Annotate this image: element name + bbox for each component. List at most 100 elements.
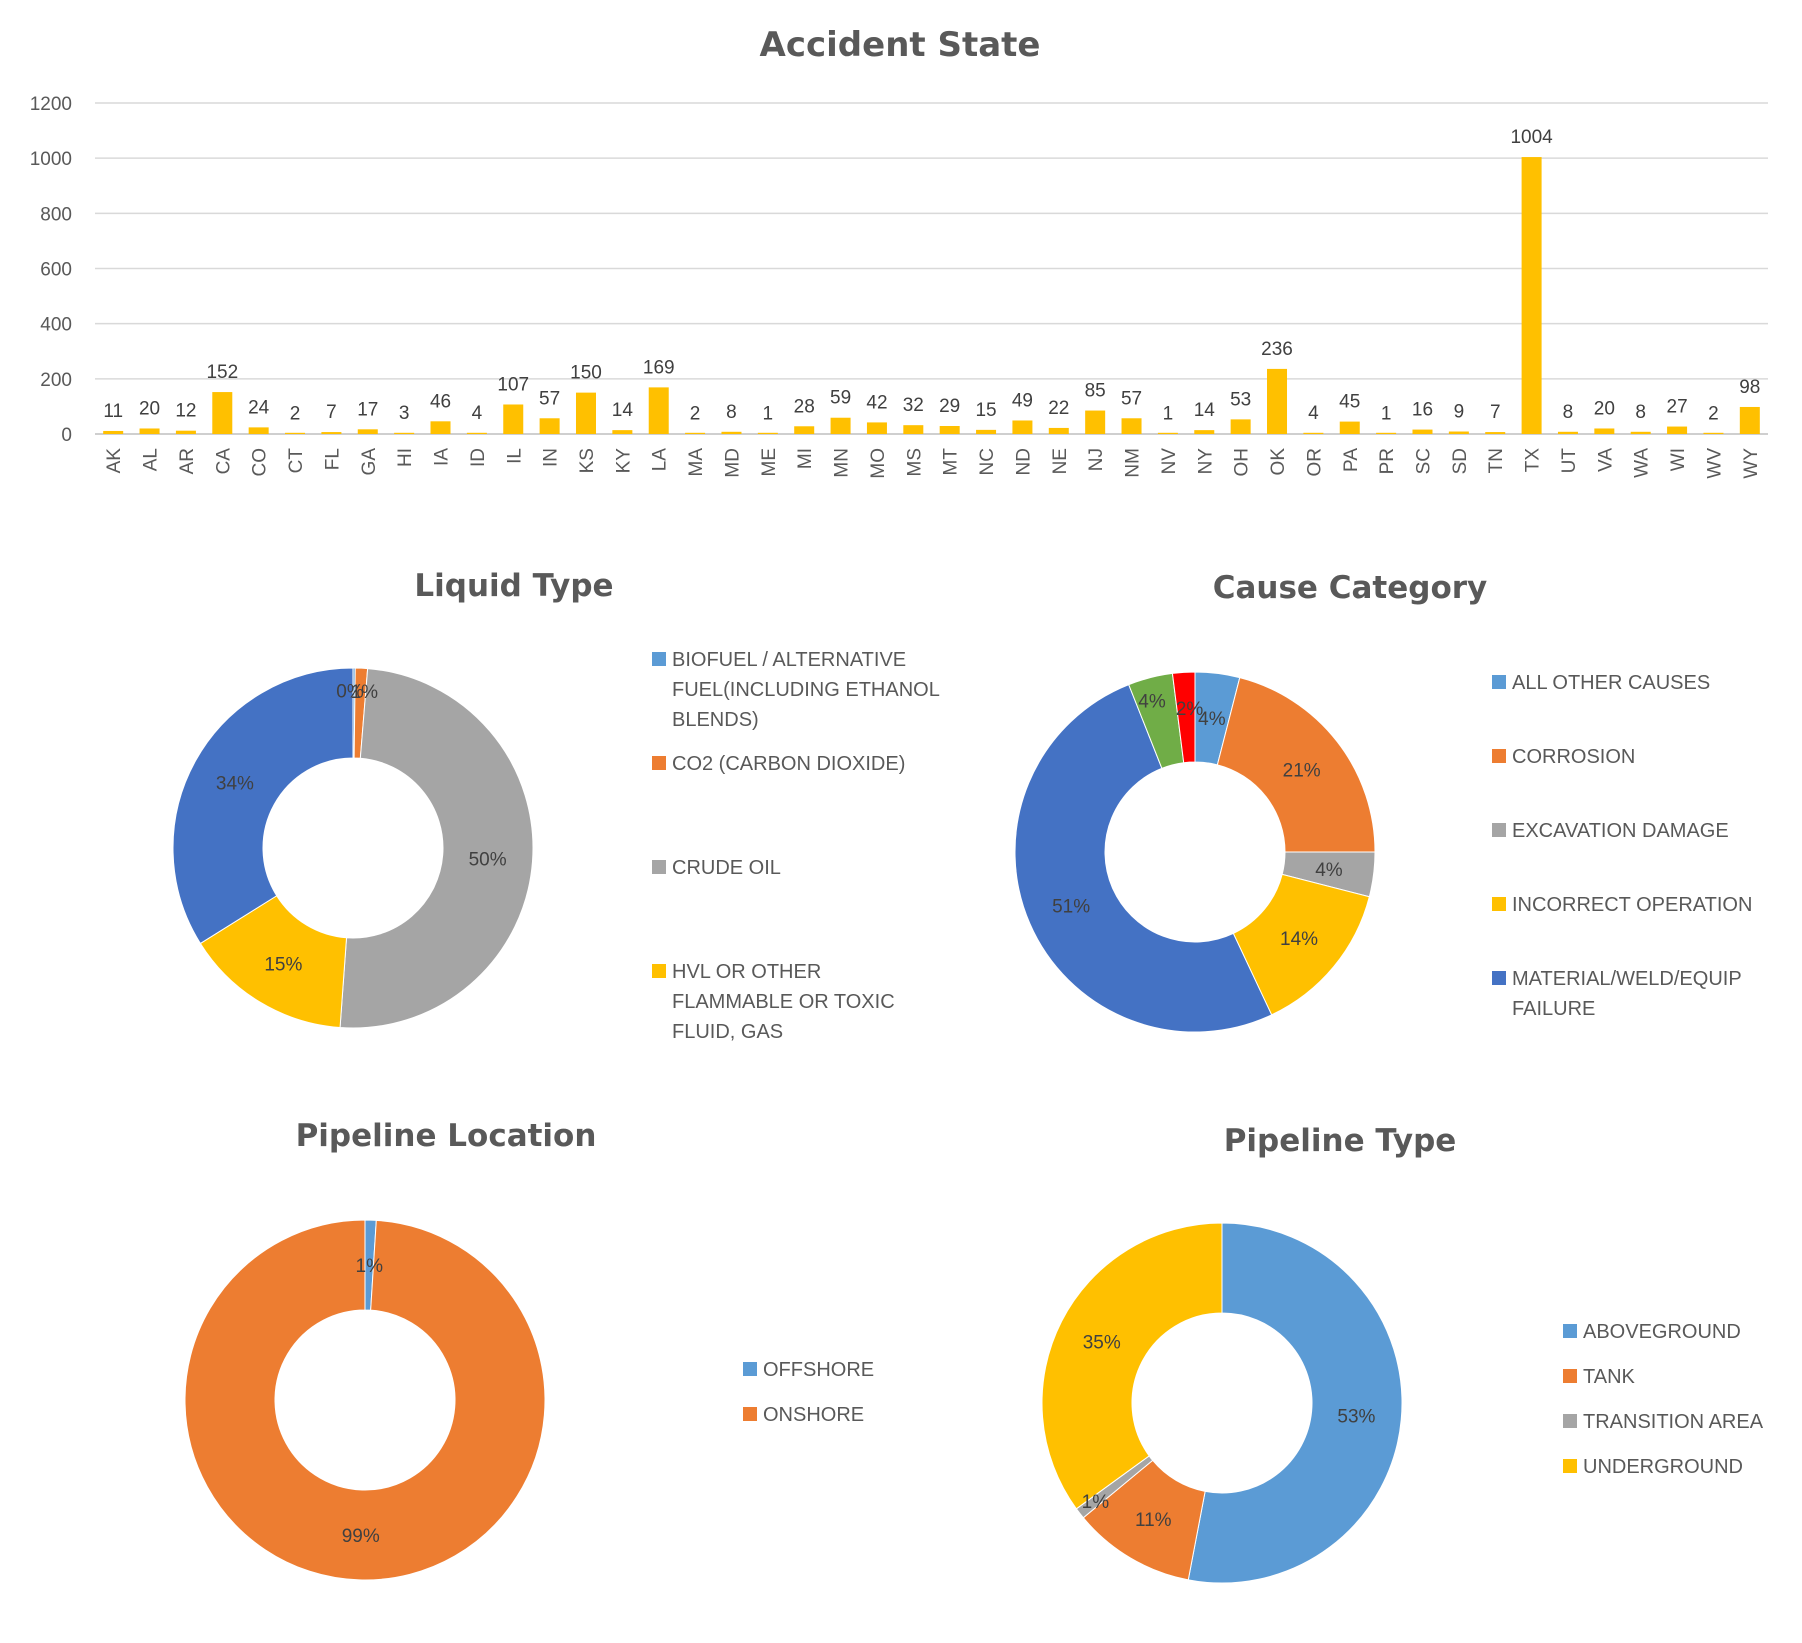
bar-ak bbox=[103, 430, 124, 434]
x-tick-sd: SD bbox=[1450, 448, 1471, 474]
x-tick-ia: IA bbox=[432, 448, 453, 466]
bar-ut bbox=[1557, 431, 1578, 434]
x-tick-ut: UT bbox=[1559, 448, 1580, 474]
pct-label-material-weld-equip-failure: 51% bbox=[1052, 897, 1090, 918]
x-tick-nm: NM bbox=[1123, 448, 1144, 478]
legend-label-hvl-or-other-flammable-or-toxic-fluid-gas: FLAMMABLE OR TOXIC bbox=[672, 991, 895, 1013]
pct-label-tank: 11% bbox=[1135, 1510, 1172, 1531]
pct-label-aboveground: 53% bbox=[1337, 1407, 1375, 1428]
x-tick-ga: GA bbox=[359, 448, 380, 476]
bar-nd bbox=[1012, 420, 1033, 434]
bar-value-nj: 85 bbox=[1085, 381, 1106, 402]
slice-crude-oil bbox=[339, 668, 534, 1029]
x-tick-pr: PR bbox=[1377, 448, 1398, 474]
bar-value-mi: 28 bbox=[794, 396, 815, 417]
pipeline-type-title: Pipeline Type bbox=[1224, 1123, 1457, 1159]
accident-state-title: Accident State bbox=[760, 25, 1041, 65]
pipeline-location-slices bbox=[184, 1219, 546, 1581]
bar-value-ca: 152 bbox=[206, 362, 238, 383]
x-tick-me: ME bbox=[759, 448, 780, 477]
bar-il bbox=[503, 404, 524, 434]
legend-label-transition-area: TRANSITION AREA bbox=[1583, 1411, 1764, 1433]
x-tick-mo: MO bbox=[868, 448, 889, 479]
bar-wi bbox=[1667, 426, 1688, 434]
bar-ok bbox=[1267, 368, 1288, 434]
bar-value-ga: 17 bbox=[357, 399, 378, 420]
bar-value-ks: 150 bbox=[570, 363, 602, 384]
bar-ca bbox=[212, 392, 233, 434]
y-tick-label: 800 bbox=[40, 204, 72, 225]
bar-value-tx: 1004 bbox=[1510, 127, 1553, 148]
bar-value-al: 20 bbox=[139, 398, 160, 419]
pipeline-type-chart: Pipeline Type 53% 11% 1% 35% ABOVEGROUND TAN… bbox=[1041, 1123, 1764, 1584]
x-tick-wv: WV bbox=[1704, 448, 1725, 479]
x-tick-oh: OH bbox=[1232, 448, 1253, 477]
cause-category-legend: ALL OTHER CAUSES CORROSION EXCAVATION DAMA… bbox=[1492, 672, 1752, 1020]
bar-wa bbox=[1630, 431, 1651, 434]
legend-swatch-offshore bbox=[743, 1362, 757, 1376]
legend-swatch-tank bbox=[1563, 1369, 1577, 1383]
bar-value-ut: 8 bbox=[1563, 402, 1574, 423]
legend-swatch-transition-area bbox=[1563, 1414, 1577, 1428]
liquid-type-title: Liquid Type bbox=[414, 568, 613, 604]
bar-value-la: 169 bbox=[643, 357, 675, 378]
x-tick-id: ID bbox=[468, 448, 489, 467]
x-tick-mt: MT bbox=[941, 448, 962, 476]
y-tick-label: 600 bbox=[40, 260, 72, 281]
x-tick-tx: TX bbox=[1523, 448, 1544, 473]
legend-label-material-weld-equip-failure: MATERIAL/WELD/EQUIP bbox=[1512, 968, 1742, 990]
bar-ga bbox=[357, 429, 378, 434]
x-tick-pa: PA bbox=[1341, 448, 1362, 472]
pipeline-location-pct-labels: 1% 99% bbox=[342, 1256, 383, 1547]
bar-ct bbox=[285, 432, 306, 434]
bar-value-nm: 57 bbox=[1121, 388, 1142, 409]
bar-value-mo: 42 bbox=[866, 392, 887, 413]
bar-ia bbox=[430, 421, 451, 434]
liquid-type-chart: Liquid Type 0%1% 50% 15% 34% BIOFUEL / ALTE… bbox=[172, 568, 940, 1043]
bar-value-wy: 98 bbox=[1739, 377, 1760, 398]
legend-swatch-biofuel-alternative-fuel-including-ethanol-blends bbox=[652, 652, 666, 666]
x-tick-la: LA bbox=[650, 448, 671, 472]
bar-value-co: 24 bbox=[248, 397, 270, 418]
legend-swatch-underground bbox=[1563, 1459, 1577, 1473]
legend-label-offshore: OFFSHORE bbox=[763, 1359, 874, 1381]
bar-value-mt: 29 bbox=[939, 396, 960, 417]
legend-label-underground: UNDERGROUND bbox=[1583, 1456, 1743, 1478]
legend-label-all-other-causes: ALL OTHER CAUSES bbox=[1512, 672, 1710, 694]
legend-swatch-co2-carbon-dioxide bbox=[652, 756, 666, 770]
bar-ky bbox=[612, 430, 633, 434]
slice-material-weld-equip-failure bbox=[1014, 683, 1273, 1033]
slice-refined-and-or-petroleum-product-non-hvl-liquid bbox=[172, 667, 354, 945]
bar-sd bbox=[1448, 431, 1469, 434]
cause-category-title: Cause Category bbox=[1213, 570, 1488, 606]
bar-mi bbox=[794, 426, 815, 434]
legend-swatch-corrosion bbox=[1492, 749, 1506, 763]
bar-value-wv: 2 bbox=[1708, 403, 1719, 424]
bar-va bbox=[1594, 428, 1615, 434]
bar-me bbox=[757, 432, 778, 434]
bar-value-sc: 16 bbox=[1412, 400, 1433, 421]
pct-label-offshore: 1% bbox=[356, 1256, 384, 1277]
bar-value-ia: 46 bbox=[430, 391, 451, 412]
x-tick-ar: AR bbox=[177, 448, 198, 474]
pct-label-refined-and-or-petroleum-product-non-hvl-liquid: 34% bbox=[216, 774, 254, 795]
bar-value-sd: 9 bbox=[1454, 402, 1465, 423]
bar-pr bbox=[1376, 432, 1397, 434]
bar-la bbox=[648, 387, 669, 434]
legend-label-onshore: ONSHORE bbox=[763, 1404, 864, 1426]
bar-mt bbox=[939, 426, 960, 434]
bar-ms bbox=[903, 425, 924, 434]
bar-ar bbox=[175, 430, 196, 434]
legend-label-biofuel-alternative-fuel-including-ethanol-blends: BLENDS) bbox=[672, 709, 759, 731]
bar-value-pr: 1 bbox=[1381, 404, 1392, 425]
x-tick-ca: CA bbox=[213, 448, 234, 475]
bar-fl bbox=[321, 432, 342, 434]
x-tick-ak: AK bbox=[104, 448, 125, 474]
x-tick-in: IN bbox=[541, 448, 562, 467]
pipeline-type-slices bbox=[1041, 1222, 1403, 1584]
pct-label-hvl-or-other-flammable-or-toxic-fluid-gas: 15% bbox=[264, 955, 302, 976]
pipeline-location-title: Pipeline Location bbox=[296, 1118, 597, 1154]
cause-category-pct-labels: 4%21%4%14%51%4% 2% bbox=[1052, 691, 1343, 950]
bar-value-ak: 11 bbox=[103, 401, 123, 422]
slice-aboveground bbox=[1187, 1222, 1403, 1584]
